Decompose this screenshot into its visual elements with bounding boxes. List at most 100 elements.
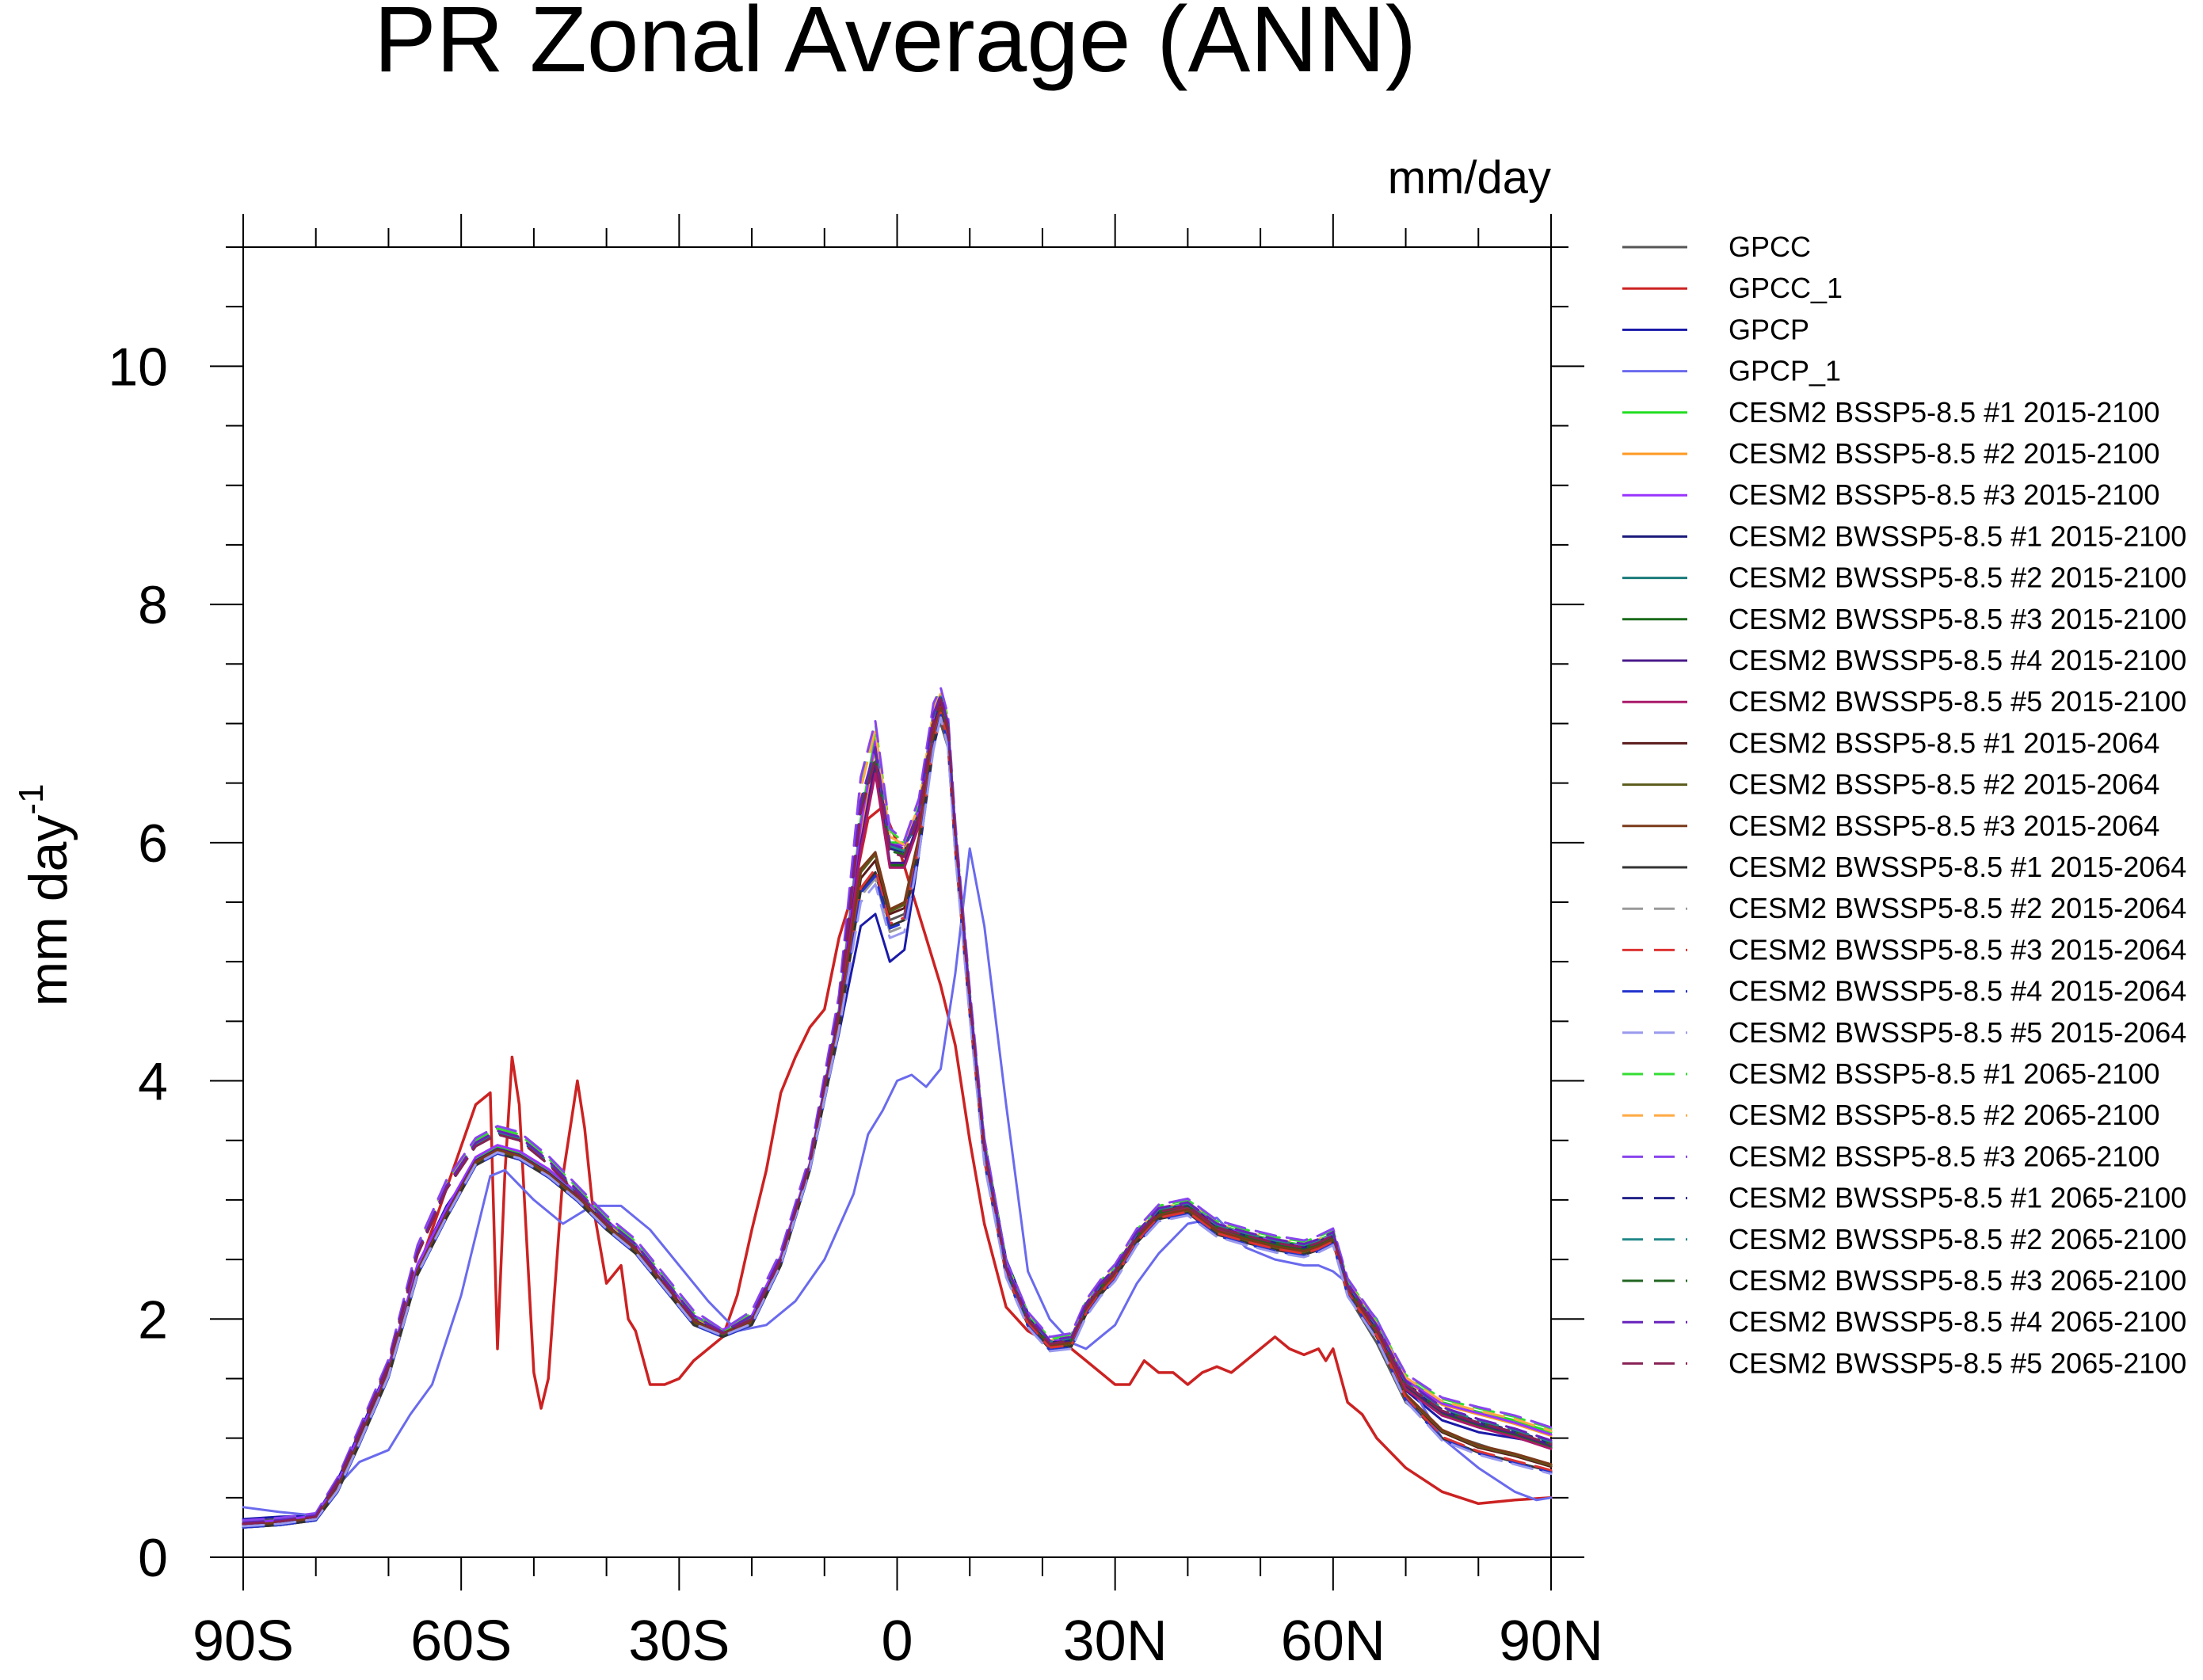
legend-item: GPCC bbox=[1622, 230, 1811, 263]
legend-label: CESM2 BSSP5-8.5 #1 2015-2100 bbox=[1728, 396, 2159, 429]
axis-ticks: 90S 60S 30S 0 30N 60N 90N 0 2 4 6 8 10 bbox=[108, 214, 1603, 1673]
series-line-2 bbox=[242, 805, 1553, 1526]
legend-label: CESM2 BSSP5-8.5 #3 2065-2100 bbox=[1728, 1140, 2159, 1172]
x-tick-label: 30S bbox=[628, 1610, 730, 1673]
y-tick-label: 0 bbox=[138, 1528, 168, 1588]
legend-item: CESM2 BWSSP5-8.5 #1 2065-2100 bbox=[1622, 1182, 2186, 1214]
legend-item: CESM2 BWSSP5-8.5 #2 2015-2064 bbox=[1622, 892, 2186, 924]
series-line-10 bbox=[242, 703, 1553, 1528]
series-line-9 bbox=[242, 702, 1553, 1526]
legend-item: CESM2 BWSSP5-8.5 #5 2015-2100 bbox=[1622, 685, 2186, 718]
series-line-14 bbox=[242, 707, 1553, 1528]
legend-item: CESM2 BWSSP5-8.5 #3 2015-2100 bbox=[1622, 603, 2186, 635]
series-line-21 bbox=[242, 688, 1553, 1523]
legend-label: CESM2 BWSSP5-8.5 #3 2015-2064 bbox=[1728, 933, 2186, 966]
legend-label: CESM2 BWSSP5-8.5 #5 2065-2100 bbox=[1728, 1347, 2186, 1379]
legend-label: CESM2 BWSSP5-8.5 #2 2015-2100 bbox=[1728, 562, 2186, 594]
x-tick-label: 60S bbox=[410, 1610, 512, 1673]
y-tick-label: 4 bbox=[138, 1052, 168, 1112]
legend-item: CESM2 BSSP5-8.5 #3 2065-2100 bbox=[1622, 1140, 2159, 1172]
legend-item: GPCP bbox=[1622, 313, 1809, 345]
legend-label: CESM2 BSSP5-8.5 #1 2065-2100 bbox=[1728, 1057, 2159, 1090]
legend-item: GPCP_1 bbox=[1622, 355, 1841, 387]
y-axis-label-main: mm day bbox=[18, 815, 78, 1007]
y-axis-label-exponent: -1 bbox=[12, 784, 51, 815]
units-label: mm/day bbox=[1388, 152, 1551, 204]
legend-item: CESM2 BWSSP5-8.5 #3 2015-2064 bbox=[1622, 933, 2186, 966]
legend-item: CESM2 BSSP5-8.5 #2 2015-2064 bbox=[1622, 768, 2159, 801]
x-tick-label: 90N bbox=[1499, 1610, 1603, 1673]
legend-label: GPCC_1 bbox=[1728, 272, 1843, 304]
legend-label: CESM2 BSSP5-8.5 #2 2015-2100 bbox=[1728, 437, 2159, 470]
x-tick-label: 60N bbox=[1281, 1610, 1385, 1673]
series-line-26 bbox=[242, 697, 1553, 1526]
legend-label: CESM2 BWSSP5-8.5 #5 2015-2100 bbox=[1728, 685, 2186, 718]
legend-item: CESM2 BWSSP5-8.5 #1 2015-2100 bbox=[1622, 520, 2186, 552]
series-lines bbox=[242, 686, 1553, 1529]
legend: GPCC GPCC_1 GPCP GPCP_1 CESM2 BSSP5-8.5 #1 2… bbox=[1622, 230, 2186, 1379]
legend-item: CESM2 BWSSP5-8.5 #5 2015-2064 bbox=[1622, 1016, 2186, 1049]
legend-item: GPCC_1 bbox=[1622, 272, 1843, 304]
legend-item: CESM2 BSSP5-8.5 #1 2015-2100 bbox=[1622, 396, 2159, 429]
series-line-27 bbox=[242, 693, 1553, 1524]
legend-item: CESM2 BWSSP5-8.5 #2 2015-2100 bbox=[1622, 562, 2186, 594]
legend-label: CESM2 BWSSP5-8.5 #1 2065-2100 bbox=[1728, 1182, 2186, 1214]
legend-label: GPCP_1 bbox=[1728, 355, 1841, 387]
y-axis-label: mm day-1 bbox=[12, 784, 78, 1007]
series-line-20 bbox=[242, 716, 1553, 1528]
y-tick-label: 6 bbox=[138, 813, 168, 874]
legend-label: CESM2 BSSP5-8.5 #3 2015-2064 bbox=[1728, 810, 2159, 842]
series-line-13 bbox=[242, 710, 1553, 1529]
series-line-24 bbox=[242, 695, 1553, 1526]
legend-item: CESM2 BWSSP5-8.5 #1 2015-2064 bbox=[1622, 851, 2186, 883]
legend-label: CESM2 BWSSP5-8.5 #4 2065-2100 bbox=[1728, 1305, 2186, 1338]
legend-item: CESM2 BSSP5-8.5 #2 2015-2100 bbox=[1622, 437, 2159, 470]
x-tick-label: 30N bbox=[1063, 1610, 1168, 1673]
series-line-5 bbox=[242, 692, 1553, 1526]
legend-label: CESM2 BWSSP5-8.5 #3 2015-2100 bbox=[1728, 603, 2186, 635]
x-tick-label: 0 bbox=[881, 1610, 913, 1673]
legend-item: CESM2 BSSP5-8.5 #3 2015-2100 bbox=[1622, 478, 2159, 511]
series-line-8 bbox=[242, 704, 1553, 1528]
series-line-23 bbox=[242, 686, 1553, 1522]
legend-label: CESM2 BWSSP5-8.5 #4 2015-2100 bbox=[1728, 644, 2186, 676]
series-line-6 bbox=[242, 698, 1553, 1526]
legend-label: CESM2 BWSSP5-8.5 #5 2015-2064 bbox=[1728, 1016, 2186, 1049]
series-line-7 bbox=[242, 695, 1553, 1524]
legend-label: CESM2 BSSP5-8.5 #2 2015-2064 bbox=[1728, 768, 2159, 801]
legend-label: CESM2 BWSSP5-8.5 #4 2015-2064 bbox=[1728, 975, 2186, 1008]
series-line-15 bbox=[242, 707, 1553, 1526]
legend-item: CESM2 BWSSP5-8.5 #4 2015-2100 bbox=[1622, 644, 2186, 676]
series-line-4 bbox=[242, 847, 1553, 1517]
legend-label: CESM2 BWSSP5-8.5 #1 2015-2064 bbox=[1728, 851, 2186, 883]
legend-label: CESM2 BWSSP5-8.5 #3 2065-2100 bbox=[1728, 1264, 2186, 1297]
legend-label: CESM2 BSSP5-8.5 #3 2015-2100 bbox=[1728, 478, 2159, 511]
series-line-28 bbox=[242, 698, 1553, 1526]
legend-item: CESM2 BSSP5-8.5 #2 2065-2100 bbox=[1622, 1099, 2159, 1131]
series-line-12 bbox=[242, 705, 1553, 1528]
legend-label: CESM2 BWSSP5-8.5 #1 2015-2100 bbox=[1728, 520, 2186, 552]
legend-item: CESM2 BWSSP5-8.5 #4 2065-2100 bbox=[1622, 1305, 2186, 1338]
legend-label: GPCP bbox=[1728, 313, 1809, 345]
legend-item: CESM2 BWSSP5-8.5 #2 2065-2100 bbox=[1622, 1223, 2186, 1255]
series-line-22 bbox=[242, 692, 1553, 1524]
legend-label: GPCC bbox=[1728, 230, 1811, 263]
legend-item: CESM2 BWSSP5-8.5 #3 2065-2100 bbox=[1622, 1264, 2186, 1297]
legend-item: CESM2 BSSP5-8.5 #3 2015-2064 bbox=[1622, 810, 2159, 842]
x-tick-label: 90S bbox=[192, 1610, 294, 1673]
legend-label: CESM2 BWSSP5-8.5 #2 2015-2064 bbox=[1728, 892, 2186, 924]
legend-label: CESM2 BWSSP5-8.5 #2 2065-2100 bbox=[1728, 1223, 2186, 1255]
legend-item: CESM2 BWSSP5-8.5 #4 2015-2064 bbox=[1622, 975, 2186, 1008]
legend-label: CESM2 BSSP5-8.5 #1 2015-2064 bbox=[1728, 726, 2159, 759]
y-tick-label: 8 bbox=[138, 575, 168, 635]
y-tick-label: 10 bbox=[108, 337, 168, 397]
y-tick-label: 2 bbox=[138, 1290, 168, 1350]
legend-label: CESM2 BSSP5-8.5 #2 2065-2100 bbox=[1728, 1099, 2159, 1131]
legend-item: CESM2 BSSP5-8.5 #1 2015-2064 bbox=[1622, 726, 2159, 759]
series-line-18 bbox=[242, 711, 1553, 1528]
series-line-11 bbox=[242, 700, 1553, 1526]
series-line-25 bbox=[242, 695, 1553, 1524]
legend-item: CESM2 BSSP5-8.5 #1 2065-2100 bbox=[1622, 1057, 2159, 1090]
chart-title: PR Zonal Average (ANN) bbox=[374, 0, 1416, 92]
